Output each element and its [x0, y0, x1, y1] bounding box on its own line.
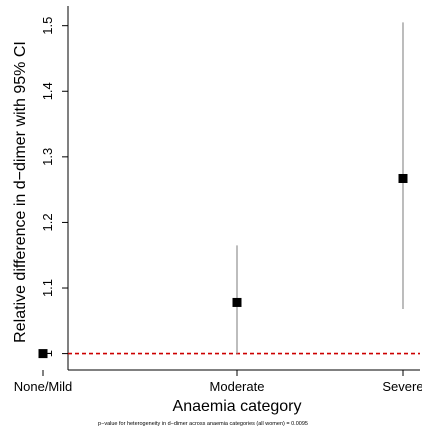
y-ticks: 11.11.21.31.41.5 [40, 17, 68, 357]
estimate-marker [38, 349, 48, 359]
point-markers [38, 173, 408, 359]
x-tick-label: Moderate [210, 379, 265, 394]
y-tick-label: 1.3 [40, 148, 55, 166]
x-tick-label: None/Mild [14, 379, 73, 394]
x-axis-title: Anaemia category [173, 398, 302, 415]
y-tick-label: 1.4 [40, 82, 55, 100]
y-tick-label: 1.1 [40, 279, 55, 297]
estimate-marker [232, 297, 242, 307]
estimate-marker [398, 173, 408, 183]
x-tick-label: Severe [382, 379, 422, 394]
confidence-intervals [236, 22, 404, 354]
y-tick-label: 1.5 [40, 17, 55, 35]
x-ticks: None/Mild Moderate Severe [14, 370, 422, 394]
y-axis-title: Relative difference in d−dimer with 95% … [12, 41, 29, 343]
heterogeneity-note: p−value for heterogeneity in d−dimer acr… [98, 421, 308, 427]
y-tick-label: 1.2 [40, 213, 55, 231]
axes [67, 6, 420, 371]
